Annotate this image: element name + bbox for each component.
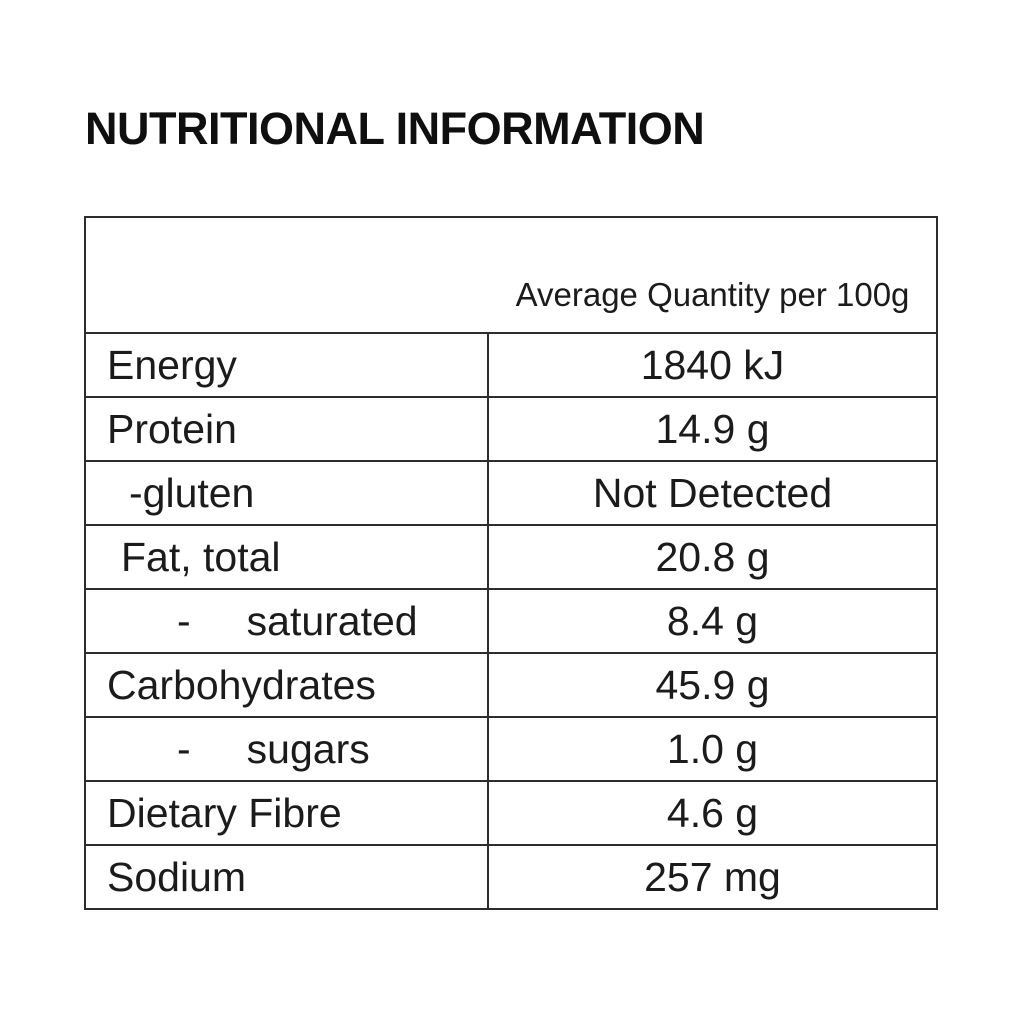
nutrient-name: Carbohydrates (107, 661, 376, 708)
nutrient-name: Dietary Fibre (107, 789, 342, 836)
nutrient-name-cell: - sugars (86, 718, 489, 780)
table-row-sugars: - sugars 1.0 g (86, 716, 936, 780)
dash-prefix: - (177, 597, 191, 644)
nutrient-name: Fat, total (121, 533, 281, 580)
table-header-row: Average Quantity per 100g (86, 218, 936, 332)
header-spacer (86, 218, 489, 332)
nutrient-value-cell: Not Detected (489, 462, 936, 524)
nutrient-name: -gluten (129, 469, 255, 516)
nutrient-value-cell: 14.9 g (489, 398, 936, 460)
table-row-energy: Energy 1840 kJ (86, 332, 936, 396)
nutrient-value: 20.8 g (655, 533, 770, 580)
nutrient-name: saturated (246, 597, 418, 644)
nutrient-name: Energy (107, 341, 237, 388)
nutrient-name-cell: - saturated (86, 590, 489, 652)
nutrient-name-cell: Dietary Fibre (86, 782, 489, 844)
nutrient-value: 14.9 g (655, 405, 770, 452)
table-row-dietary-fibre: Dietary Fibre 4.6 g (86, 780, 936, 844)
nutrient-value-cell: 1840 kJ (489, 334, 936, 396)
nutrient-name: Protein (107, 405, 237, 452)
nutrient-name: Sodium (107, 853, 247, 900)
nutrient-value-cell: 8.4 g (489, 590, 936, 652)
nutrient-value-cell: 45.9 g (489, 654, 936, 716)
nutrient-value: 1.0 g (666, 725, 759, 772)
table-row-fat-total: Fat, total 20.8 g (86, 524, 936, 588)
dash-prefix: - (177, 725, 191, 772)
nutrient-name-cell: Energy (86, 334, 489, 396)
nutrient-value-cell: 4.6 g (489, 782, 936, 844)
nutrient-value-cell: 257 mg (489, 846, 936, 908)
table-row-gluten: -gluten Not Detected (86, 460, 936, 524)
nutrient-value: 1840 kJ (640, 341, 785, 388)
nutrition-table: Average Quantity per 100g Energy 1840 kJ… (84, 216, 938, 910)
page-title: NUTRITIONAL INFORMATION (85, 103, 705, 154)
nutrient-value: 257 mg (644, 853, 781, 900)
nutrient-value: 45.9 g (655, 661, 770, 708)
nutrient-value-cell: 1.0 g (489, 718, 936, 780)
nutrient-value-cell: 20.8 g (489, 526, 936, 588)
table-row-saturated-fat: - saturated 8.4 g (86, 588, 936, 652)
nutrient-name-cell: -gluten (86, 462, 489, 524)
nutrient-value: Not Detected (592, 469, 833, 516)
nutrient-value: 8.4 g (666, 597, 759, 644)
nutrient-name-cell: Carbohydrates (86, 654, 489, 716)
nutrient-name: sugars (246, 725, 370, 772)
nutrient-name-cell: Protein (86, 398, 489, 460)
nutrient-value: 4.6 g (666, 789, 759, 836)
table-row-protein: Protein 14.9 g (86, 396, 936, 460)
column-header-average-quantity: Average Quantity per 100g (515, 276, 910, 313)
nutrient-name-cell: Sodium (86, 846, 489, 908)
table-row-carbohydrates: Carbohydrates 45.9 g (86, 652, 936, 716)
nutrient-name-cell: Fat, total (86, 526, 489, 588)
table-row-sodium: Sodium 257 mg (86, 844, 936, 908)
